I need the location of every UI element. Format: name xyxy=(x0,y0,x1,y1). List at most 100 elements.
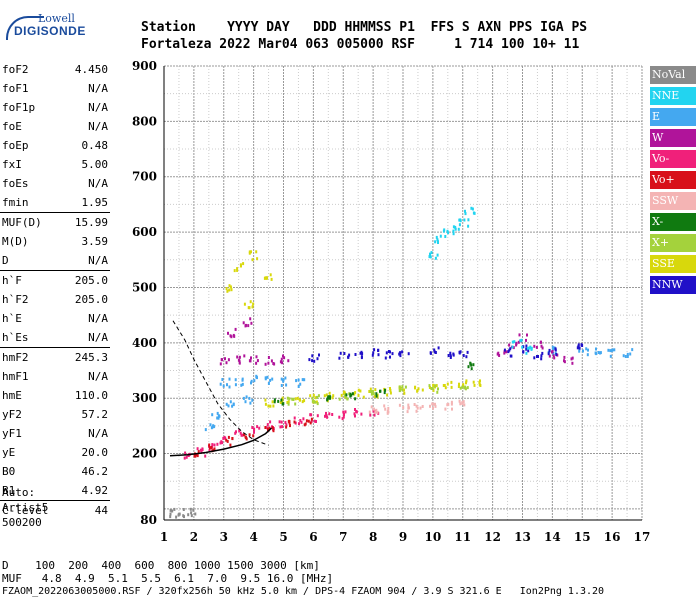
data-point-nnw xyxy=(433,350,436,354)
data-point-sse xyxy=(264,402,267,406)
data-point-x xyxy=(466,386,469,390)
data-point-x xyxy=(472,363,475,367)
data-point-nnw xyxy=(361,352,364,356)
data-point-vo xyxy=(264,426,267,429)
param-row: C-level 44 xyxy=(0,500,110,520)
param-value: 57.2 xyxy=(81,408,109,421)
data-point-vo xyxy=(302,417,305,421)
data-point-vo xyxy=(294,421,297,425)
legend-item: SSE xyxy=(650,255,696,273)
data-point-nnw xyxy=(391,352,394,356)
data-point-nne xyxy=(471,207,474,211)
data-point-e xyxy=(280,384,283,387)
data-point-ssw xyxy=(375,408,378,412)
data-point-e xyxy=(249,401,252,405)
data-point-e xyxy=(225,402,228,406)
data-point-vo xyxy=(221,441,224,445)
data-point-e xyxy=(297,378,300,382)
file-info-row: FZAOM_2022063005000.RSF / 320fx256h 50 k… xyxy=(2,586,605,597)
data-point-x xyxy=(343,393,346,397)
legend-item: X- xyxy=(650,213,696,231)
data-point-nne xyxy=(452,232,455,236)
param-key: M(D) xyxy=(2,235,29,248)
data-point-nnw xyxy=(437,346,440,350)
param-key: yF1 xyxy=(2,427,22,440)
param-key: foF1p xyxy=(2,101,36,114)
data-point-x xyxy=(369,390,372,393)
data-point-e xyxy=(586,353,589,357)
param-value: 4.450 xyxy=(74,63,108,76)
data-point-w xyxy=(508,343,511,347)
legend-item: X+ xyxy=(650,234,696,252)
data-point-x xyxy=(434,384,437,388)
data-point-x xyxy=(379,389,381,393)
data-point-w xyxy=(505,350,508,354)
data-point-vo xyxy=(208,449,211,453)
x-tick-label: 12 xyxy=(484,530,501,544)
data-point-vo xyxy=(369,413,372,417)
data-point-ssw xyxy=(451,407,453,411)
data-point-sse xyxy=(354,391,357,395)
param-value: 110.0 xyxy=(74,389,108,402)
data-point-sse xyxy=(331,396,334,400)
data-point-x xyxy=(470,367,473,371)
param-row: h`F2 205.0 xyxy=(0,290,110,309)
data-point-x xyxy=(401,388,404,392)
data-point-sse xyxy=(457,385,460,388)
data-point-nne xyxy=(436,253,439,257)
x-tick-label: 11 xyxy=(454,530,471,544)
param-row: yF1 N/A xyxy=(0,424,110,443)
data-point-sse xyxy=(414,386,416,390)
data-point-nnw xyxy=(458,351,461,355)
data-point-w xyxy=(563,360,566,364)
data-point-w xyxy=(282,354,284,358)
param-row: h`Es N/A xyxy=(0,328,110,347)
data-point-nnw xyxy=(399,351,402,355)
data-point-w xyxy=(224,357,226,361)
data-point-w xyxy=(281,361,284,365)
data-point-nne xyxy=(526,346,529,350)
data-point-sse xyxy=(255,250,258,254)
data-point-w xyxy=(563,355,566,359)
data-point-vo xyxy=(355,409,358,413)
data-point-sse xyxy=(357,388,360,392)
data-point-nne xyxy=(446,229,449,233)
data-point-sse xyxy=(403,391,406,395)
param-row: h`E N/A xyxy=(0,309,110,328)
data-point-ssw xyxy=(407,406,410,410)
data-point-x xyxy=(291,397,294,401)
data-point-ssw xyxy=(415,404,418,408)
data-point-vo xyxy=(360,412,363,416)
param-row: B0 46.2 xyxy=(0,462,110,481)
data-point-e xyxy=(624,355,627,358)
param-value: 5.00 xyxy=(81,158,109,171)
data-point-x xyxy=(383,391,386,395)
data-point-noval xyxy=(189,507,192,511)
data-point-nnw xyxy=(429,351,432,355)
data-point-w xyxy=(283,356,286,360)
data-point-ssw xyxy=(450,400,453,404)
data-point-nne xyxy=(530,346,533,350)
data-point-vo xyxy=(252,434,255,438)
data-point-nnw xyxy=(541,351,544,355)
data-point-nnw xyxy=(377,353,380,357)
param-key: D xyxy=(2,254,9,267)
param-key: yF2 xyxy=(2,408,22,421)
data-point-sse xyxy=(323,394,326,398)
param-row: foEs N/A xyxy=(0,174,110,193)
data-point-e xyxy=(248,396,251,400)
data-point-vo xyxy=(373,413,376,417)
y-tick-labels: 80 200 300 400 500 600 700 800 900 xyxy=(132,59,157,527)
data-point-sse xyxy=(249,300,252,304)
data-point-e xyxy=(227,404,230,408)
data-point-nne xyxy=(452,229,455,233)
legend: NoVal NNE E W Vo- Vo+ SSW X- X+ SSE NNW xyxy=(650,66,696,297)
data-point-e xyxy=(299,382,302,386)
data-point-sse xyxy=(271,400,274,404)
param-row: fmin 1.95 xyxy=(0,193,110,212)
trace-curves xyxy=(169,320,273,457)
data-point-noval xyxy=(169,512,172,516)
param-key: yE xyxy=(2,446,16,459)
data-point-x xyxy=(292,398,295,401)
data-point-sse xyxy=(340,393,343,397)
